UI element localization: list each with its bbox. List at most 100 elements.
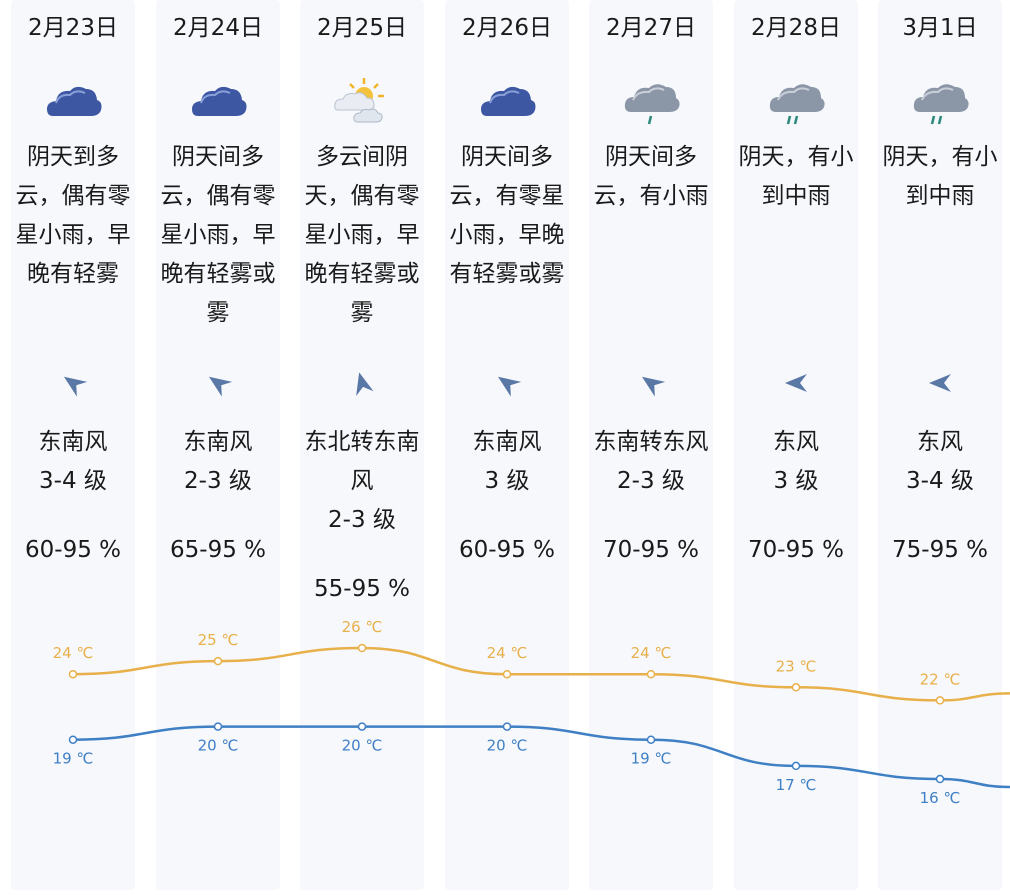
wind-direction: 东南风	[472, 429, 542, 455]
high-temp-label: 22 ℃	[920, 670, 961, 688]
forecast-date: 2月23日	[28, 15, 118, 41]
wind-info: 东南风 3-4 级	[11, 423, 135, 501]
high-temp-point	[357, 643, 367, 653]
weather-description-line: 云，有小雨	[593, 183, 709, 209]
forecast-date: 2月27日	[606, 15, 696, 41]
weather-description-line: 云，偶有零	[15, 183, 131, 209]
high-temp-label: 24 ℃	[631, 644, 672, 662]
weather-description-line: 晚有轻雾	[27, 261, 119, 287]
wind-direction: 东南风	[38, 429, 108, 455]
wind-direction: 东北转东南	[304, 429, 420, 455]
weather-description-line: 晚有轻雾或	[304, 261, 420, 287]
high-temp-label: 26 ℃	[342, 618, 383, 636]
low-temp-point	[68, 735, 78, 744]
weather-description-line: 云，偶有零	[160, 183, 276, 209]
cloud-icon	[477, 76, 537, 128]
low-temp-label: 20 ℃	[487, 737, 528, 755]
weather-description-line: 到中雨	[761, 183, 831, 209]
low-temp-line	[72, 725, 1010, 789]
wind-direction-arrow-icon	[783, 370, 809, 396]
wind-direction: 东南转东风	[593, 429, 709, 455]
wind-level: 2-3 级	[184, 468, 252, 494]
forecast-day-column: 2月25日 多云间阴 天，偶有零 星小雨，早 晚有轻雾或雾 东北转东南风 2-3 级 55…	[300, 0, 424, 890]
wind-level: 3-4 级	[906, 468, 974, 494]
forecast-date: 2月26日	[462, 15, 552, 41]
weather-description-line: 阴天，有小	[882, 144, 998, 170]
weather-description-line: 到中雨	[905, 183, 975, 209]
weather-description-line: 阴天到多	[27, 144, 119, 170]
wind-direction: 东风	[773, 429, 819, 455]
weather-description-line: 雾	[206, 300, 230, 326]
humidity: 75-95 %	[892, 537, 988, 563]
low-temp-point	[935, 774, 945, 784]
weather-description-line: 天，偶有零	[304, 183, 420, 209]
high-temp-label: 23 ℃	[776, 657, 817, 675]
weather-description: 阴天，有小 到中雨	[736, 138, 856, 216]
wind-level: 2-3 级	[617, 468, 685, 494]
forecast-date: 2月28日	[751, 15, 841, 41]
cloud-icon	[188, 76, 248, 128]
weather-description-line: 阴天间多	[172, 144, 264, 170]
low-temp-label: 17 ℃	[776, 776, 817, 794]
weather-description-line: 星小雨，早	[160, 222, 276, 248]
weather-description-line: 阴天间多	[461, 144, 553, 170]
wind-info: 东风 3 级	[734, 423, 858, 501]
high-temp-label: 24 ℃	[487, 644, 528, 662]
light-rain-icon	[621, 76, 681, 128]
high-temp-point	[791, 683, 801, 692]
high-temp-point	[213, 656, 223, 666]
high-temp-label: 24 ℃	[53, 644, 94, 662]
wind-direction-arrow-icon	[60, 370, 88, 397]
low-temp-point	[213, 722, 223, 731]
humidity: 65-95 %	[170, 537, 266, 563]
low-temp-point	[646, 735, 656, 744]
weather-description: 多云间阴天，偶有零星小雨，早晚有轻雾或雾	[302, 138, 422, 333]
weather-description: 阴天间多云，有小雨	[591, 138, 711, 216]
high-temp-label: 25 ℃	[198, 631, 239, 649]
humidity: 70-95 %	[748, 537, 844, 563]
weather-description: 阴天间多 云，有零星 小雨，早晚 有轻雾或雾	[447, 138, 567, 294]
wind-direction-arrow-icon	[494, 370, 522, 397]
high-temp-point	[68, 669, 78, 679]
weather-description-line: 小雨，早晚	[449, 222, 565, 248]
humidity: 60-95 %	[459, 537, 555, 563]
low-temp-label: 19 ℃	[53, 750, 94, 768]
weather-description-line: 星小雨，早	[304, 222, 420, 248]
weather-description: 阴天到多云，偶有零星小雨，早晚有轻雾	[13, 138, 133, 294]
weather-description: 阴天间多 云，偶有零 星小雨，早 晚有轻雾或雾	[158, 138, 278, 333]
weather-description-line: 多云间阴	[316, 144, 408, 170]
weather-description-line: 阴天间多	[605, 144, 697, 170]
low-temp-point	[502, 722, 512, 731]
weather-description: 阴天，有小到中雨	[880, 138, 1000, 216]
high-temp-line	[72, 646, 1010, 702]
wind-info: 东南转东风 2-3 级	[589, 423, 713, 501]
forecast-day-column: 2月28日 阴天，有小 到中雨 东风 3 级 70-95 %	[734, 0, 858, 890]
low-temp-point	[357, 722, 367, 731]
forecast-day-column: 2月24日 阴天间多 云，偶有零 星小雨，早 晚有轻雾或雾 东南风 2-3 级 65-95…	[156, 0, 280, 890]
low-temp-label: 20 ℃	[342, 737, 383, 755]
wind-info: 东南风 3 级	[445, 423, 569, 501]
forecast-date: 2月25日	[317, 15, 407, 41]
weather-description-line: 雾	[350, 300, 374, 326]
forecast-day-column: 2月26日 阴天间多 云，有零星 小雨，早晚 有轻雾或雾 东南风 3 级 60-95 %	[445, 0, 569, 890]
low-temp-label: 19 ℃	[631, 750, 672, 768]
wind-direction: 东风	[917, 429, 963, 455]
moderate-rain-icon	[766, 76, 826, 128]
wind-info: 东风 3-4 级	[878, 423, 1002, 501]
wind-info: 东南风 2-3 级	[156, 423, 280, 501]
weather-description-line: 星小雨，早	[15, 222, 131, 248]
forecast-date: 2月24日	[173, 15, 263, 41]
low-temp-label: 20 ℃	[198, 737, 239, 755]
wind-direction: 风	[350, 468, 374, 494]
high-temp-point	[646, 669, 656, 679]
high-temp-point	[502, 669, 512, 679]
humidity: 55-95 %	[314, 576, 410, 602]
wind-info: 东北转东南风 2-3 级	[300, 423, 424, 540]
weather-description-line: 云，有零星	[449, 183, 565, 209]
humidity: 60-95 %	[25, 537, 121, 563]
forecast-date: 3月1日	[902, 15, 978, 41]
sun-cloud-icon	[332, 76, 392, 128]
wind-level: 3 级	[484, 468, 530, 494]
low-temp-point	[791, 761, 801, 771]
